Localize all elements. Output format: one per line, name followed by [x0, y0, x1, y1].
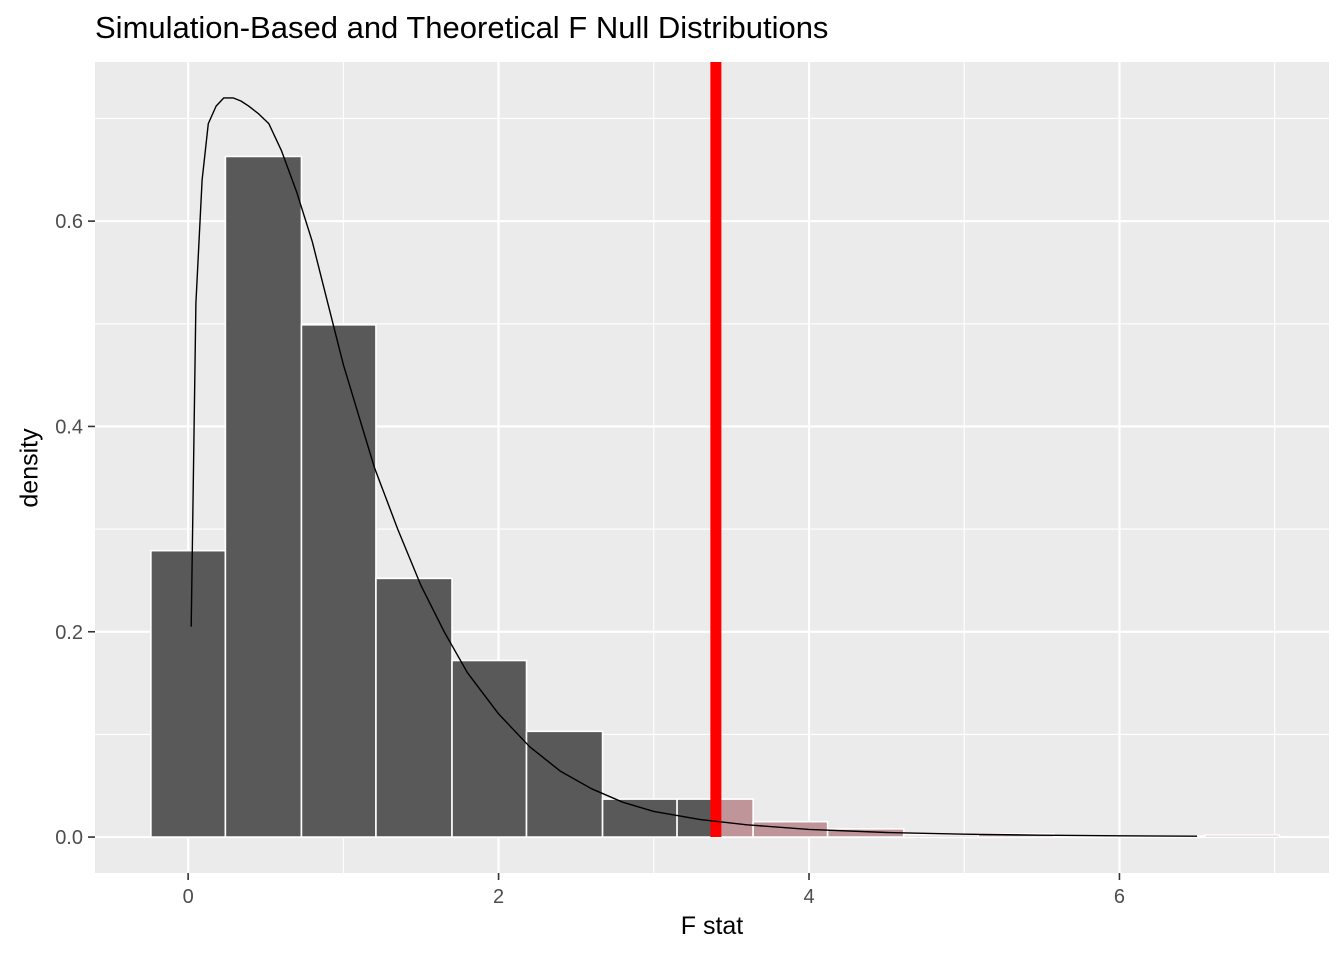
chart-title: Simulation-Based and Theoretical F Null …	[95, 10, 829, 45]
histogram-bar-shaded	[902, 834, 980, 838]
y-axis-label: density	[15, 428, 44, 508]
histogram-bar-shaded	[1204, 834, 1281, 838]
histogram-bar	[300, 324, 377, 838]
histogram-bar	[525, 730, 604, 838]
histogram-bar	[451, 659, 528, 838]
y-tick-label: 0.6	[55, 211, 83, 233]
x-axis-label: F stat	[680, 912, 744, 940]
x-tick-label: 4	[803, 886, 814, 908]
histogram-bar	[676, 798, 717, 838]
histogram-bar	[224, 155, 303, 838]
y-tick-label: 0.4	[55, 416, 83, 438]
theoretical-density-curve	[190, 97, 1198, 837]
y-tick-label: 0.2	[55, 622, 83, 644]
histogram-bar-shaded	[715, 798, 754, 838]
x-tick-label: 6	[1114, 886, 1125, 908]
histogram-bar	[150, 549, 227, 838]
x-tick-label: 2	[493, 886, 504, 908]
x-tick-label: 0	[183, 886, 194, 908]
histogram-bar	[375, 577, 453, 838]
y-tick-label: 0.0	[55, 827, 83, 849]
histogram-bar	[601, 798, 678, 838]
